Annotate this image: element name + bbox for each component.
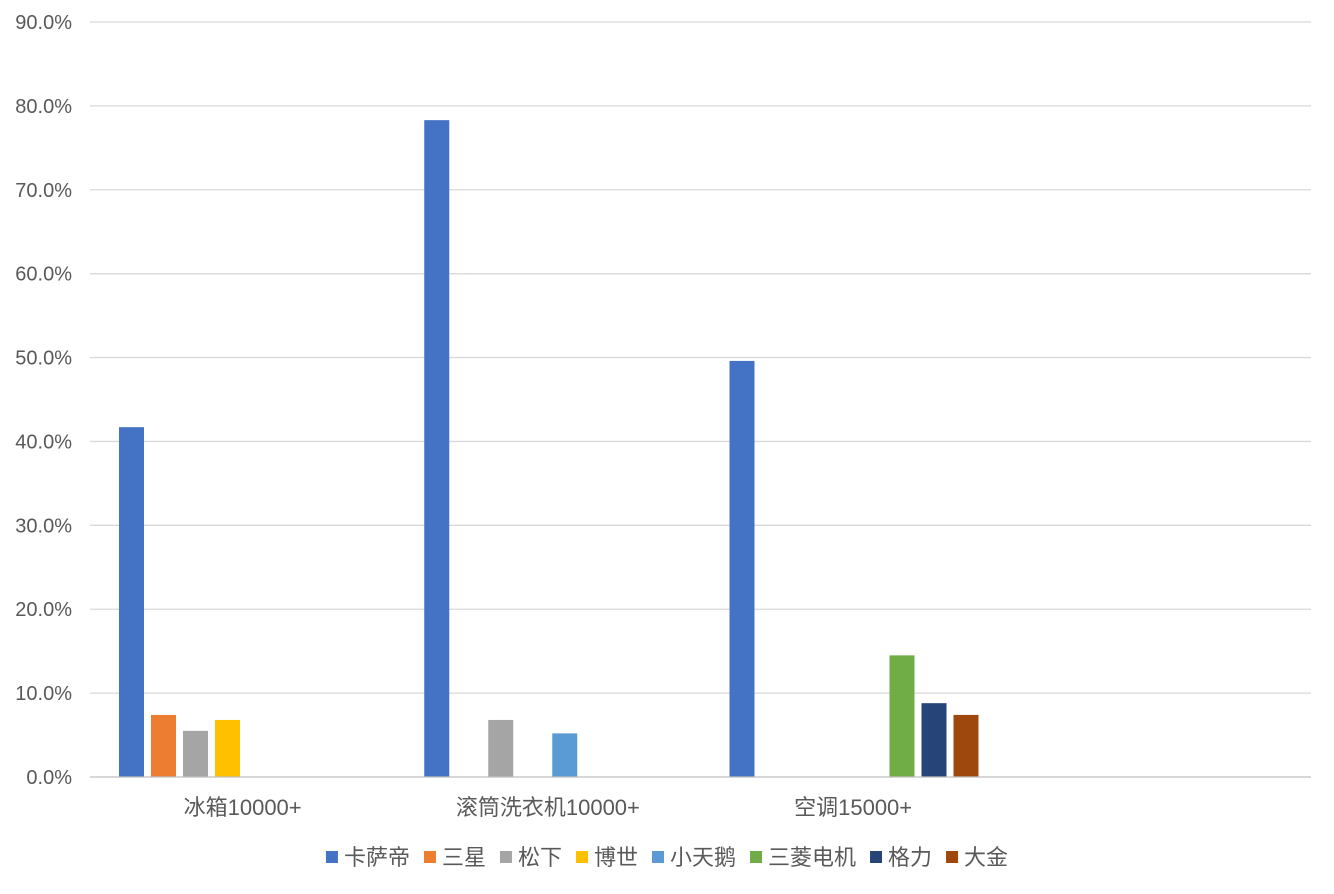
bar: [953, 714, 979, 777]
x-tick-label: 空调15000+: [794, 795, 912, 820]
legend-label: 三菱电机: [768, 845, 856, 870]
bar: [488, 719, 514, 777]
legend-label: 松下: [518, 845, 562, 870]
y-tick-label: 10.0%: [15, 683, 72, 705]
legend-label: 格力: [888, 845, 932, 870]
legend-label: 三星: [442, 845, 486, 870]
y-tick-label: 80.0%: [15, 96, 72, 118]
bars: [119, 120, 979, 777]
y-tick-label: 40.0%: [15, 431, 72, 453]
legend-swatch: [870, 851, 883, 863]
bar: [552, 733, 578, 777]
legend-swatch: [325, 851, 338, 863]
legend: 卡萨帝 三星 松下 博世 小天鹅 三菱电机 格力 大金: [325, 845, 1008, 870]
category-labels: 冰箱10000+ 滚筒洗衣机10000+ 空调15000+: [184, 795, 913, 820]
y-tick-label: 70.0%: [15, 180, 72, 202]
legend-swatch: [946, 851, 959, 863]
legend-label: 卡萨帝: [344, 845, 410, 870]
legend-item: 卡萨帝: [325, 845, 410, 870]
legend-item: 三菱电机: [750, 845, 856, 870]
bar: [151, 714, 176, 777]
legend-label: 博世: [594, 845, 638, 870]
legend-item: 小天鹅: [652, 845, 736, 870]
y-tick-label: 30.0%: [15, 515, 72, 537]
legend-swatch: [499, 851, 512, 863]
y-tick-label: 0.0%: [26, 767, 72, 789]
legend-swatch: [423, 851, 436, 863]
y-tick-label: 90.0%: [15, 12, 72, 34]
legend-swatch: [575, 851, 588, 863]
bar: [183, 730, 208, 777]
bar: [424, 120, 450, 777]
bar: [215, 719, 240, 777]
bar: [729, 360, 755, 777]
y-tick-label: 60.0%: [15, 264, 72, 286]
gridlines: [90, 21, 1311, 694]
legend-item: 格力: [870, 845, 932, 870]
x-tick-label: 滚筒洗衣机10000+: [456, 795, 640, 820]
y-axis-ticks: 0.0% 10.0% 20.0% 30.0% 40.0% 50.0% 60.0% 70.0% 8…: [15, 12, 72, 789]
x-tick-label: 冰箱10000+: [184, 795, 302, 820]
legend-item: 松下: [499, 845, 562, 870]
legend-item: 三星: [423, 845, 486, 870]
y-tick-label: 50.0%: [15, 348, 72, 370]
bar: [119, 427, 144, 777]
legend-swatch: [750, 851, 763, 863]
legend-label: 小天鹅: [670, 845, 736, 870]
y-tick-label: 20.0%: [15, 599, 72, 621]
bar: [921, 703, 947, 777]
legend-item: 大金: [946, 845, 1008, 870]
bar: [889, 655, 915, 777]
legend-item: 博世: [575, 845, 638, 870]
legend-label: 大金: [964, 845, 1008, 870]
legend-swatch: [652, 851, 664, 863]
